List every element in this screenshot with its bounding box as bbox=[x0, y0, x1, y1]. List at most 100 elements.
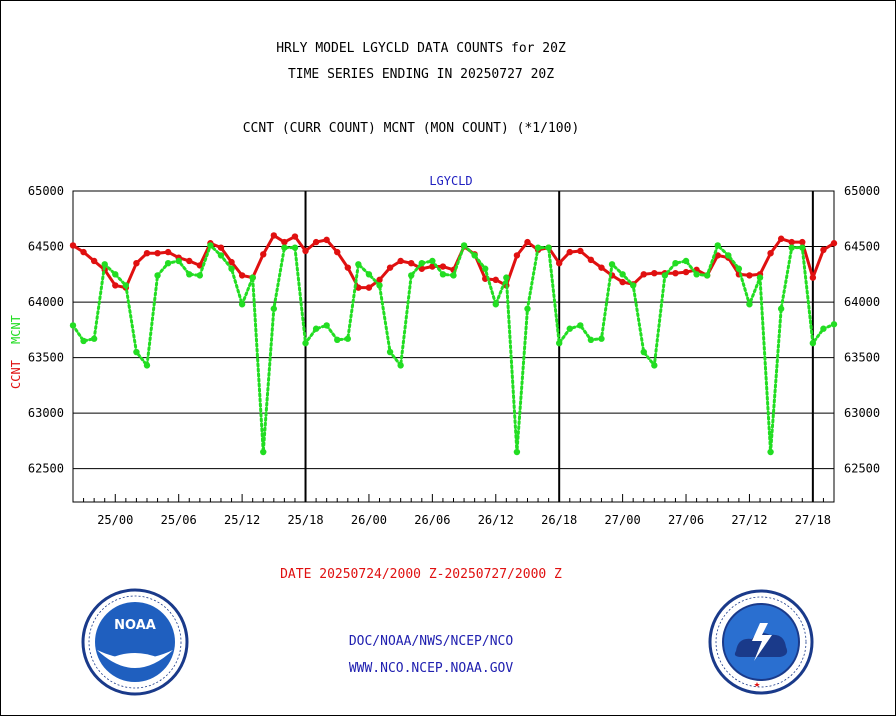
mcnt-point bbox=[492, 301, 499, 308]
x-tick-label: 26/00 bbox=[351, 513, 387, 527]
ccnt-point bbox=[386, 264, 394, 271]
mcnt-point bbox=[471, 252, 478, 259]
y-axis-label-mcnt: MCNT bbox=[9, 315, 23, 344]
ccnt-point bbox=[651, 269, 658, 277]
mcnt-point bbox=[703, 272, 711, 279]
ccnt-point bbox=[587, 256, 595, 264]
mcnt-point bbox=[830, 321, 838, 328]
mcnt-point bbox=[101, 261, 108, 268]
mcnt-point bbox=[418, 259, 425, 267]
mcnt-point bbox=[323, 322, 330, 329]
noaa-seal-text: NOAA bbox=[114, 618, 156, 633]
ccnt-point bbox=[344, 264, 352, 271]
mcnt-point bbox=[682, 257, 690, 265]
y-tick-label-right: 65000 bbox=[844, 184, 880, 198]
mcnt-point bbox=[513, 448, 521, 456]
ccnt-point bbox=[598, 264, 605, 271]
mcnt-point bbox=[799, 244, 806, 251]
mcnt-point bbox=[207, 242, 214, 249]
mcnt-point bbox=[629, 282, 637, 289]
mcnt-series bbox=[69, 242, 838, 456]
mcnt-point bbox=[386, 348, 394, 356]
ccnt-point bbox=[281, 238, 288, 246]
mcnt-point bbox=[291, 244, 299, 251]
ccnt-point bbox=[143, 250, 151, 257]
mcnt-point bbox=[281, 244, 288, 251]
ccnt-point bbox=[302, 247, 309, 255]
mcnt-point bbox=[90, 335, 98, 342]
mcnt-point bbox=[725, 252, 732, 259]
mcnt-point bbox=[365, 271, 373, 278]
mcnt-point bbox=[735, 265, 743, 272]
y-axis-label-ccnt: CCNT bbox=[9, 360, 23, 389]
mcnt-point bbox=[450, 272, 457, 279]
ccnt-point bbox=[312, 238, 320, 246]
mcnt-point bbox=[175, 257, 182, 265]
ccnt-point bbox=[799, 238, 806, 246]
x-tick-label: 27/18 bbox=[795, 513, 831, 527]
y-tick-label-right: 64500 bbox=[844, 240, 880, 254]
mcnt-point bbox=[238, 301, 246, 308]
y-tick-label-left: 64000 bbox=[28, 295, 64, 309]
mcnt-point bbox=[312, 325, 320, 332]
mcnt-point bbox=[133, 348, 140, 356]
mcnt-point bbox=[524, 305, 531, 312]
mcnt-point bbox=[598, 335, 605, 342]
ccnt-point bbox=[408, 259, 415, 267]
mcnt-point bbox=[260, 448, 267, 456]
mcnt-point bbox=[122, 282, 130, 289]
ccnt-point bbox=[777, 235, 785, 242]
mcnt-point bbox=[746, 301, 753, 308]
nco-link-doc[interactable]: DOC/NOAA/NWS/NCEP/NCO bbox=[348, 634, 514, 649]
ccnt-point bbox=[228, 258, 235, 266]
ccnt-point bbox=[682, 268, 690, 276]
mcnt-point bbox=[534, 244, 542, 251]
mcnt-point bbox=[80, 337, 87, 345]
ccnt-series bbox=[69, 232, 838, 291]
ccnt-point bbox=[260, 251, 267, 258]
y-tick-label-left: 63500 bbox=[28, 351, 64, 365]
mcnt-point bbox=[820, 325, 827, 332]
mcnt-point bbox=[460, 242, 468, 249]
date-range: DATE 20250724/2000 Z-20250727/2000 Z bbox=[280, 567, 562, 582]
ccnt-point bbox=[365, 284, 373, 291]
mcnt-point bbox=[302, 339, 309, 347]
noaa-seal-logo: NOAA bbox=[81, 588, 189, 696]
ccnt-point bbox=[809, 274, 817, 281]
mcnt-point bbox=[555, 339, 563, 347]
ccnt-point bbox=[376, 276, 383, 284]
ccnt-point bbox=[513, 252, 521, 259]
mcnt-point bbox=[112, 271, 119, 278]
ccnt-point bbox=[746, 272, 753, 279]
mcnt-point bbox=[661, 272, 669, 279]
mcnt-point bbox=[186, 271, 193, 278]
chart-title-line2: TIME SERIES ENDING IN 20250727 20Z bbox=[287, 67, 555, 82]
ccnt-point bbox=[820, 246, 827, 254]
mcnt-point bbox=[334, 336, 341, 344]
mcnt-point bbox=[482, 265, 489, 272]
x-tick-label: 27/06 bbox=[668, 513, 704, 527]
y-tick-label-left: 65000 bbox=[28, 184, 64, 198]
mcnt-point bbox=[397, 362, 404, 369]
mcnt-point bbox=[196, 272, 204, 279]
ccnt-point bbox=[112, 282, 119, 289]
mcnt-point bbox=[651, 362, 658, 369]
mcnt-point bbox=[777, 305, 785, 312]
mcnt-point bbox=[355, 261, 362, 268]
ccnt-point bbox=[291, 233, 299, 240]
mcnt-point bbox=[228, 265, 235, 272]
ccnt-point bbox=[619, 278, 626, 286]
mcnt-point bbox=[608, 261, 616, 268]
ccnt-point bbox=[640, 271, 647, 278]
ccnt-point bbox=[767, 250, 774, 257]
nco-link-www[interactable]: WWW.NCO.NCEP.NOAA.GOV bbox=[348, 661, 514, 676]
mcnt-point bbox=[566, 325, 573, 332]
x-tick-label: 25/18 bbox=[287, 513, 323, 527]
chart-subtitle: CCNT (CURR COUNT) MCNT (MON COUNT) (*1/1… bbox=[242, 121, 580, 136]
ccnt-point bbox=[90, 257, 98, 265]
mcnt-point bbox=[672, 259, 679, 267]
ccnt-point bbox=[524, 238, 531, 246]
x-tick-label: 25/06 bbox=[161, 513, 197, 527]
ccnt-point bbox=[164, 248, 172, 256]
ccnt-point bbox=[323, 236, 330, 244]
